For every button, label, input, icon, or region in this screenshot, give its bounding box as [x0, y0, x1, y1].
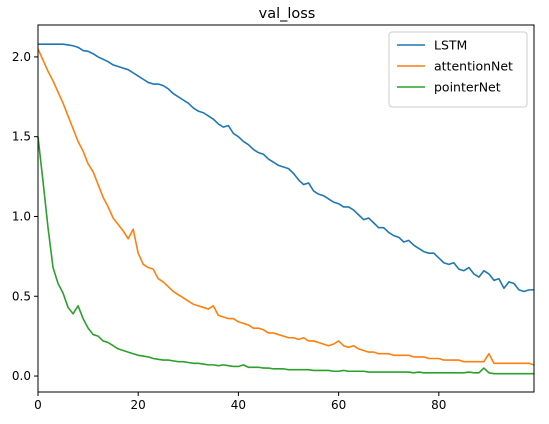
- series-line-attentionNet: [37, 48, 535, 366]
- legend-label-attentionNet: attentionNet: [434, 59, 513, 74]
- series-line-pointerNet: [37, 136, 534, 375]
- legend: LSTM attentionNet pointerNet: [388, 31, 528, 108]
- x-axis: 0 20 40 60 80: [34, 392, 446, 412]
- x-tick-label: 80: [431, 398, 446, 412]
- chart-title: val_loss: [259, 6, 316, 22]
- legend-label-pointerNet: pointerNet: [434, 80, 501, 95]
- y-tick-label: 2.0: [12, 50, 31, 64]
- series-layer: [37, 43, 535, 375]
- x-tick-label: 0: [34, 398, 42, 412]
- legend-box: [388, 31, 528, 108]
- x-tick-label: 60: [331, 398, 346, 412]
- x-tick-label: 40: [231, 398, 246, 412]
- y-axis: 0.0 0.5 1.0 1.5 2.0: [12, 50, 38, 383]
- y-tick-label: 0.0: [12, 369, 31, 383]
- plot-frame: [37, 24, 535, 393]
- y-tick-label: 0.5: [12, 289, 31, 303]
- y-tick-label: 1.5: [12, 130, 31, 144]
- legend-label-LSTM: LSTM: [434, 38, 467, 53]
- series-line-LSTM: [38, 43, 534, 293]
- x-tick-label: 20: [131, 398, 146, 412]
- y-tick-label: 1.0: [12, 209, 31, 223]
